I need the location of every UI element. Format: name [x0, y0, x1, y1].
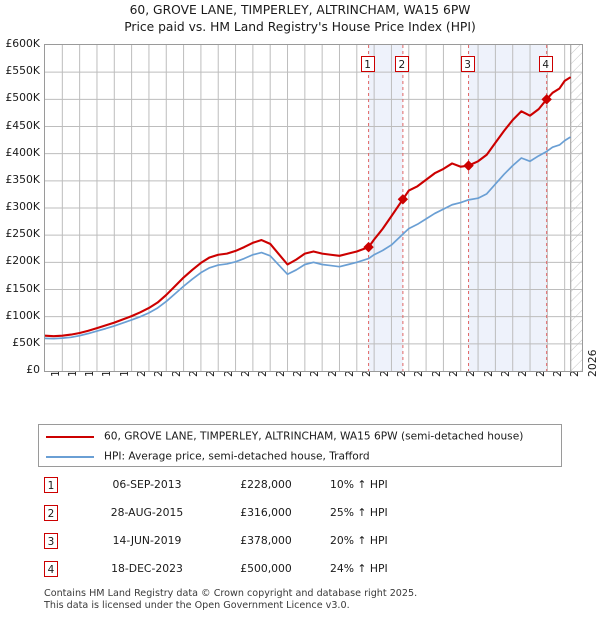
marker-callout-2[interactable]: 2 — [394, 56, 409, 72]
table-row[interactable]: 3 14-JUN-2019 £378,000 20% ↑ HPI — [0, 530, 600, 556]
y-axis-tick: £150K — [5, 281, 40, 295]
y-axis-tick: £100K — [5, 308, 40, 322]
title-line-2: Price paid vs. HM Land Registry's House … — [124, 20, 476, 34]
transaction-index-badge: 4 — [44, 561, 58, 577]
y-axis-tick: £450K — [5, 118, 40, 132]
transaction-date: 06-SEP-2013 — [112, 478, 182, 491]
transaction-index-badge: 2 — [44, 505, 58, 521]
table-row[interactable]: 1 06-SEP-2013 £228,000 10% ↑ HPI — [0, 474, 600, 500]
y-axis-tick: £300K — [5, 200, 40, 213]
title-line-1: 60, GROVE LANE, TIMPERLEY, ALTRINCHAM, W… — [129, 3, 471, 17]
transaction-points — [363, 94, 552, 253]
y-axis-tick: £0 — [26, 363, 40, 376]
grid-lines — [45, 45, 582, 371]
legend-label-property: 60, GROVE LANE, TIMPERLEY, ALTRINCHAM, W… — [104, 430, 524, 443]
y-axis-tick: £200K — [5, 254, 40, 268]
plot-area — [44, 44, 583, 372]
table-row[interactable]: 2 28-AUG-2015 £316,000 25% ↑ HPI — [0, 502, 600, 528]
y-axis-tick: £550K — [5, 64, 40, 78]
transaction-index-badge: 1 — [44, 477, 58, 493]
x-axis-tick: 2026 — [585, 349, 599, 377]
page-title: 60, GROVE LANE, TIMPERLEY, ALTRINCHAM, W… — [0, 2, 600, 36]
y-axis-tick: £400K — [5, 145, 40, 159]
series-lines — [45, 76, 571, 340]
transaction-hpi-delta: 24% ↑ HPI — [330, 562, 388, 575]
y-axis-tick: £600K — [5, 37, 40, 50]
chart-legend: 60, GROVE LANE, TIMPERLEY, ALTRINCHAM, W… — [38, 424, 562, 467]
transaction-date: 14-JUN-2019 — [112, 534, 182, 547]
transaction-price: £378,000 — [240, 534, 292, 547]
footer-attribution: Contains HM Land Registry data © Crown c… — [44, 588, 584, 611]
transaction-price: £228,000 — [240, 478, 292, 491]
y-axis-tick: £50K — [12, 335, 40, 349]
transaction-hpi-delta: 20% ↑ HPI — [330, 534, 388, 547]
transaction-date: 18-DEC-2023 — [111, 562, 183, 575]
legend-swatch-property — [46, 435, 94, 438]
transaction-date: 28-AUG-2015 — [110, 506, 184, 519]
legend-label-hpi: HPI: Average price, semi-detached house,… — [104, 450, 370, 463]
price-history-chart — [45, 45, 582, 371]
marker-callout-4[interactable]: 4 — [538, 56, 553, 72]
legend-entry-property: 60, GROVE LANE, TIMPERLEY, ALTRINCHAM, W… — [46, 426, 523, 446]
transaction-hpi-delta: 10% ↑ HPI — [330, 478, 388, 491]
y-axis-tick: £350K — [5, 172, 40, 186]
transaction-price: £316,000 — [240, 506, 292, 519]
y-axis-tick: £500K — [5, 91, 40, 105]
footer-line-1: Contains HM Land Registry data © Crown c… — [44, 588, 418, 599]
transaction-hpi-delta: 25% ↑ HPI — [330, 506, 388, 519]
transaction-index-badge: 3 — [44, 533, 58, 549]
legend-entry-hpi: HPI: Average price, semi-detached house,… — [46, 446, 370, 466]
legend-swatch-hpi — [46, 455, 94, 458]
marker-callout-1[interactable]: 1 — [360, 56, 375, 72]
y-axis-tick: £250K — [5, 227, 40, 241]
table-row[interactable]: 4 18-DEC-2023 £500,000 24% ↑ HPI — [0, 558, 600, 584]
footer-line-2: This data is licensed under the Open Gov… — [44, 599, 350, 611]
transaction-price: £500,000 — [240, 562, 292, 575]
marker-callout-3[interactable]: 3 — [460, 56, 475, 72]
